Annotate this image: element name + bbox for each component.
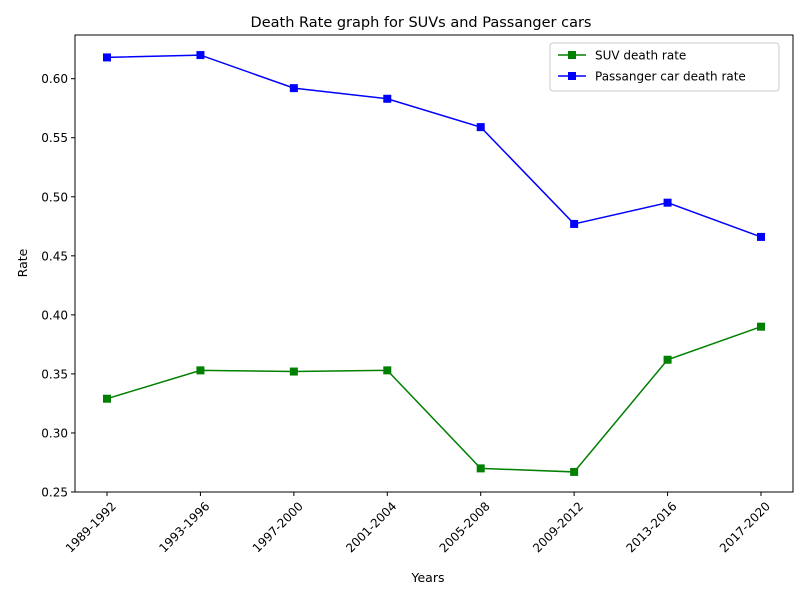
legend: SUV death rate Passanger car death rate xyxy=(549,42,780,92)
suv-series-line xyxy=(106,325,762,473)
legend-passenger-car-label: Passanger car death rate xyxy=(595,70,746,84)
suv-data-point xyxy=(289,367,298,376)
plot-marks xyxy=(103,51,765,476)
suv-data-point xyxy=(757,322,765,331)
suv-data-point xyxy=(663,355,672,364)
passenger-car-data-point xyxy=(103,53,111,62)
passenger-car-data-point xyxy=(383,94,392,103)
passenger-car-data-point xyxy=(663,198,672,207)
suv-data-point xyxy=(570,467,579,476)
passenger-car-data-point xyxy=(289,84,298,93)
y-tick-label: 0.30 xyxy=(41,426,68,440)
x-axis-label: Years xyxy=(411,570,445,585)
y-tick-label: 0.35 xyxy=(41,367,68,381)
legend-passenger-car-marker xyxy=(568,72,576,80)
suv-data-point xyxy=(196,366,205,375)
y-tick-label: 0.25 xyxy=(41,486,68,500)
y-tick-label: 0.45 xyxy=(41,249,68,263)
passenger-car-data-point xyxy=(196,51,205,60)
legend-suv-label: SUV death rate xyxy=(595,49,686,63)
suv-data-point xyxy=(383,366,392,375)
passenger-car-series-line xyxy=(106,54,762,238)
plot-frame xyxy=(74,34,794,493)
y-tick-label: 0.50 xyxy=(41,190,68,204)
suv-data-point xyxy=(476,464,485,473)
y-tick-label: 0.55 xyxy=(41,131,68,145)
y-axis: 0.25 0.30 0.35 0.40 0.45 0.50 0.55 0.60 xyxy=(41,72,75,500)
legend-suv-marker xyxy=(568,51,576,59)
y-tick-label: 0.40 xyxy=(41,308,68,322)
chart-title: Death Rate graph for SUVs and Passanger … xyxy=(251,15,592,31)
y-axis-label: Rate xyxy=(15,248,30,277)
passenger-car-data-point xyxy=(476,123,485,132)
y-tick-label: 0.60 xyxy=(41,72,68,86)
passenger-car-data-point xyxy=(757,232,765,241)
passenger-car-data-point xyxy=(570,219,579,228)
legend-box xyxy=(549,42,780,92)
suv-data-point xyxy=(103,394,111,403)
